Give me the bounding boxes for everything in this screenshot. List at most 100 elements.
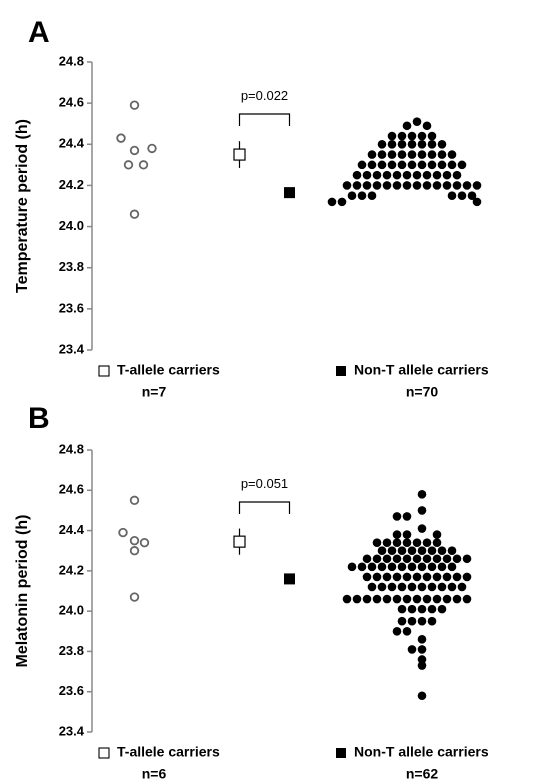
significance-bracket (238, 501, 291, 514)
data-point-non-t-allele (367, 582, 377, 592)
data-point-non-t-allele (417, 131, 427, 141)
data-point-non-t-allele (427, 131, 437, 141)
legend-n-non-t-allele: n=70 (406, 384, 439, 400)
data-point-non-t-allele (392, 594, 402, 604)
data-point-non-t-allele (387, 131, 397, 141)
data-point-non-t-allele (392, 170, 402, 180)
data-point-non-t-allele (357, 160, 367, 170)
mean-marker-non-t-allele (284, 187, 295, 199)
data-point-non-t-allele (362, 554, 372, 564)
data-point-non-t-allele (422, 572, 432, 582)
data-point-non-t-allele (387, 582, 397, 592)
data-point-non-t-allele (447, 582, 457, 592)
y-tick-label: 24.8 (59, 53, 84, 68)
data-point-non-t-allele (392, 181, 402, 190)
data-point-non-t-allele (422, 594, 432, 604)
data-point-non-t-allele (342, 594, 352, 604)
data-point-non-t-allele (457, 191, 467, 201)
data-point-non-t-allele (442, 181, 452, 190)
data-point-non-t-allele (382, 554, 392, 564)
data-point-non-t-allele (432, 530, 442, 539)
data-point-non-t-allele (382, 170, 392, 180)
mean-marker-t-allele (233, 535, 246, 548)
data-point-non-t-allele (372, 181, 382, 190)
data-point-non-t-allele (437, 604, 447, 614)
data-point-non-t-allele (357, 191, 367, 201)
data-point-t-allele (129, 495, 140, 506)
data-point-t-allele (129, 145, 140, 156)
data-point-non-t-allele (407, 546, 417, 556)
data-point-non-t-allele (392, 512, 402, 521)
data-point-t-allele (129, 592, 140, 602)
y-tick-label: 23.4 (59, 723, 85, 738)
data-point-non-t-allele (452, 572, 462, 582)
mean-marker-t-allele (233, 148, 246, 161)
p-value-annotation: p=0.051 (241, 476, 288, 491)
data-point-non-t-allele (392, 626, 402, 636)
data-point-non-t-allele (387, 562, 397, 572)
data-point-non-t-allele (372, 170, 382, 180)
data-point-non-t-allele (407, 562, 417, 572)
data-point-t-allele (129, 535, 140, 546)
data-point-non-t-allele (432, 181, 442, 190)
y-tick-label: 24.0 (59, 218, 84, 233)
data-point-non-t-allele (402, 512, 412, 521)
data-point-non-t-allele (407, 604, 417, 614)
data-point-non-t-allele (382, 594, 392, 604)
data-point-non-t-allele (372, 538, 382, 547)
data-point-non-t-allele (377, 139, 387, 149)
data-point-non-t-allele (447, 562, 457, 572)
data-point-non-t-allele (407, 582, 417, 592)
data-point-non-t-allele (457, 160, 467, 170)
p-value-annotation: p=0.022 (241, 88, 288, 103)
data-point-t-allele (129, 546, 140, 556)
data-point-non-t-allele (362, 170, 372, 180)
y-tick-label: 24.4 (59, 136, 85, 151)
data-point-t-allele (123, 160, 134, 170)
data-point-non-t-allele (417, 139, 427, 149)
data-point-non-t-allele (362, 181, 372, 190)
data-point-non-t-allele (422, 121, 432, 131)
legend-label-non-t-allele: Non-T allele carriers (354, 744, 489, 760)
y-tick-label: 23.6 (59, 300, 84, 315)
data-point-non-t-allele (392, 538, 402, 547)
data-point-non-t-allele (467, 191, 477, 201)
data-point-non-t-allele (422, 554, 432, 564)
data-point-non-t-allele (397, 131, 407, 141)
y-tick-label: 24.0 (59, 603, 84, 618)
data-point-non-t-allele (412, 538, 422, 547)
data-point-non-t-allele (417, 604, 427, 614)
data-point-non-t-allele (407, 616, 417, 626)
data-point-non-t-allele (427, 150, 437, 159)
data-point-non-t-allele (437, 160, 447, 170)
data-point-non-t-allele (427, 562, 437, 572)
data-point-non-t-allele (327, 197, 337, 207)
data-point-non-t-allele (397, 160, 407, 170)
legend-swatch-non-t-allele (336, 748, 346, 758)
y-tick-label: 24.6 (59, 482, 84, 497)
data-point-non-t-allele (382, 181, 392, 190)
data-point-non-t-allele (377, 546, 387, 556)
data-point-t-allele (129, 100, 140, 110)
data-point-non-t-allele (377, 562, 387, 572)
y-axis-label: Melatonin period (h) (14, 515, 31, 668)
data-point-non-t-allele (407, 645, 417, 654)
y-tick-label: 24.8 (59, 441, 84, 456)
data-point-non-t-allele (367, 562, 377, 572)
data-point-non-t-allele (372, 554, 382, 564)
data-point-non-t-allele (352, 594, 362, 604)
y-tick-label: 24.4 (59, 522, 85, 537)
data-point-non-t-allele (447, 191, 457, 201)
data-point-non-t-allele (412, 594, 422, 604)
y-tick-label: 24.2 (59, 177, 84, 192)
data-point-non-t-allele (462, 594, 472, 604)
data-point-non-t-allele (417, 546, 427, 556)
data-point-non-t-allele (377, 582, 387, 592)
data-point-non-t-allele (452, 594, 462, 604)
data-point-non-t-allele (472, 181, 482, 190)
data-point-non-t-allele (387, 546, 397, 556)
data-point-non-t-allele (432, 538, 442, 547)
data-point-non-t-allele (397, 604, 407, 614)
data-point-t-allele (139, 537, 150, 548)
panel-label: B (28, 402, 50, 435)
